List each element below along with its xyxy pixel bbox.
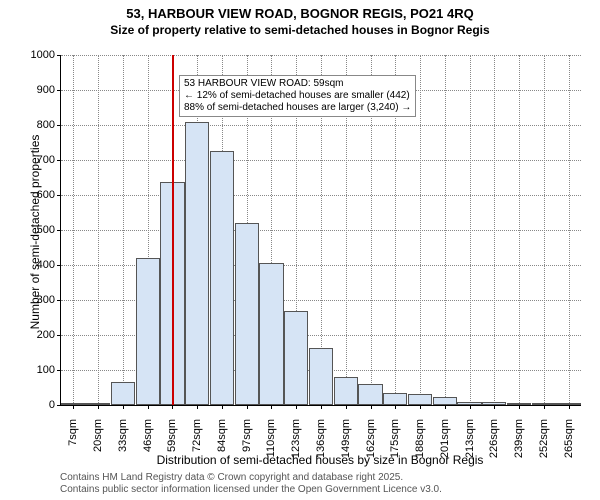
histogram-bar — [136, 258, 160, 405]
histogram-bar — [259, 263, 283, 405]
annotation-line: ← 12% of semi-detached houses are smalle… — [184, 90, 411, 102]
xtick-label: 59sqm — [166, 419, 178, 479]
xtick-mark — [296, 405, 297, 409]
xtick-label: 175sqm — [389, 419, 401, 479]
xtick-label: 7sqm — [67, 419, 79, 479]
xtick-label: 72sqm — [191, 419, 203, 479]
page-title: 53, HARBOUR VIEW ROAD, BOGNOR REGIS, PO2… — [0, 0, 600, 23]
gridline-v — [445, 55, 446, 405]
plot-area: 010020030040050060070080090010007sqm20sq… — [60, 55, 581, 406]
xtick-label: 201sqm — [439, 419, 451, 479]
gridline-v — [98, 55, 99, 405]
gridline-v — [544, 55, 545, 405]
page-subtitle: Size of property relative to semi-detach… — [0, 23, 600, 37]
gridline-v — [123, 55, 124, 405]
xtick-mark — [172, 405, 173, 409]
xtick-mark — [73, 405, 74, 409]
xtick-mark — [420, 405, 421, 409]
ytick-mark — [57, 55, 61, 56]
gridline-v — [73, 55, 74, 405]
ytick-mark — [57, 90, 61, 91]
xtick-mark — [247, 405, 248, 409]
gridline-v — [519, 55, 520, 405]
xtick-mark — [222, 405, 223, 409]
ytick-mark — [57, 335, 61, 336]
histogram-bar — [358, 384, 382, 405]
chart-container: 010020030040050060070080090010007sqm20sq… — [60, 55, 580, 435]
xtick-label: 265sqm — [563, 419, 575, 479]
xtick-label: 226sqm — [488, 419, 500, 479]
xtick-label: 20sqm — [92, 419, 104, 479]
ytick-mark — [57, 160, 61, 161]
ytick-label: 0 — [15, 399, 55, 411]
ytick-mark — [57, 370, 61, 371]
histogram-bar — [334, 377, 358, 405]
ytick-label: 1000 — [15, 49, 55, 61]
xtick-label: 252sqm — [538, 419, 550, 479]
gridline-v — [494, 55, 495, 405]
xtick-mark — [544, 405, 545, 409]
ytick-mark — [57, 405, 61, 406]
xtick-mark — [346, 405, 347, 409]
xtick-mark — [123, 405, 124, 409]
footer-line-2: Contains public sector information licen… — [60, 484, 442, 495]
xtick-mark — [371, 405, 372, 409]
xtick-mark — [395, 405, 396, 409]
xtick-label: 84sqm — [216, 419, 228, 479]
gridline-v — [569, 55, 570, 405]
xtick-label: 213sqm — [464, 419, 476, 479]
ytick-mark — [57, 125, 61, 126]
gridline-v — [470, 55, 471, 405]
xtick-label: 46sqm — [142, 419, 154, 479]
xtick-mark — [197, 405, 198, 409]
xtick-label: 162sqm — [365, 419, 377, 479]
xtick-label: 33sqm — [117, 419, 129, 479]
annotation-box: 53 HARBOUR VIEW ROAD: 59sqm← 12% of semi… — [179, 75, 416, 117]
xtick-mark — [321, 405, 322, 409]
xtick-label: 149sqm — [340, 419, 352, 479]
xtick-label: 97sqm — [241, 419, 253, 479]
xtick-label: 123sqm — [290, 419, 302, 479]
xtick-label: 110sqm — [265, 419, 277, 479]
annotation-line: 53 HARBOUR VIEW ROAD: 59sqm — [184, 78, 411, 90]
x-axis-label: Distribution of semi-detached houses by … — [60, 453, 580, 467]
xtick-label: 136sqm — [315, 419, 327, 479]
xtick-mark — [470, 405, 471, 409]
ytick-mark — [57, 265, 61, 266]
histogram-bar — [185, 122, 209, 406]
xtick-mark — [98, 405, 99, 409]
gridline-v — [420, 55, 421, 405]
ytick-mark — [57, 230, 61, 231]
histogram-bar — [111, 382, 135, 405]
xtick-mark — [519, 405, 520, 409]
histogram-bar — [309, 348, 333, 405]
xtick-label: 239sqm — [513, 419, 525, 479]
reference-line — [172, 55, 174, 405]
ytick-mark — [57, 195, 61, 196]
histogram-bar — [408, 394, 432, 405]
xtick-mark — [148, 405, 149, 409]
histogram-bar — [235, 223, 259, 405]
histogram-bar — [210, 151, 234, 405]
xtick-label: 188sqm — [414, 419, 426, 479]
histogram-bar — [284, 311, 308, 406]
annotation-line: 88% of semi-detached houses are larger (… — [184, 102, 411, 114]
xtick-mark — [494, 405, 495, 409]
xtick-mark — [271, 405, 272, 409]
xtick-mark — [445, 405, 446, 409]
histogram-bar — [383, 393, 407, 405]
ytick-mark — [57, 300, 61, 301]
y-axis-label: Number of semi-detached properties — [28, 92, 42, 372]
footer-line-1: Contains HM Land Registry data © Crown c… — [60, 472, 403, 483]
histogram-bar — [433, 397, 457, 405]
xtick-mark — [569, 405, 570, 409]
